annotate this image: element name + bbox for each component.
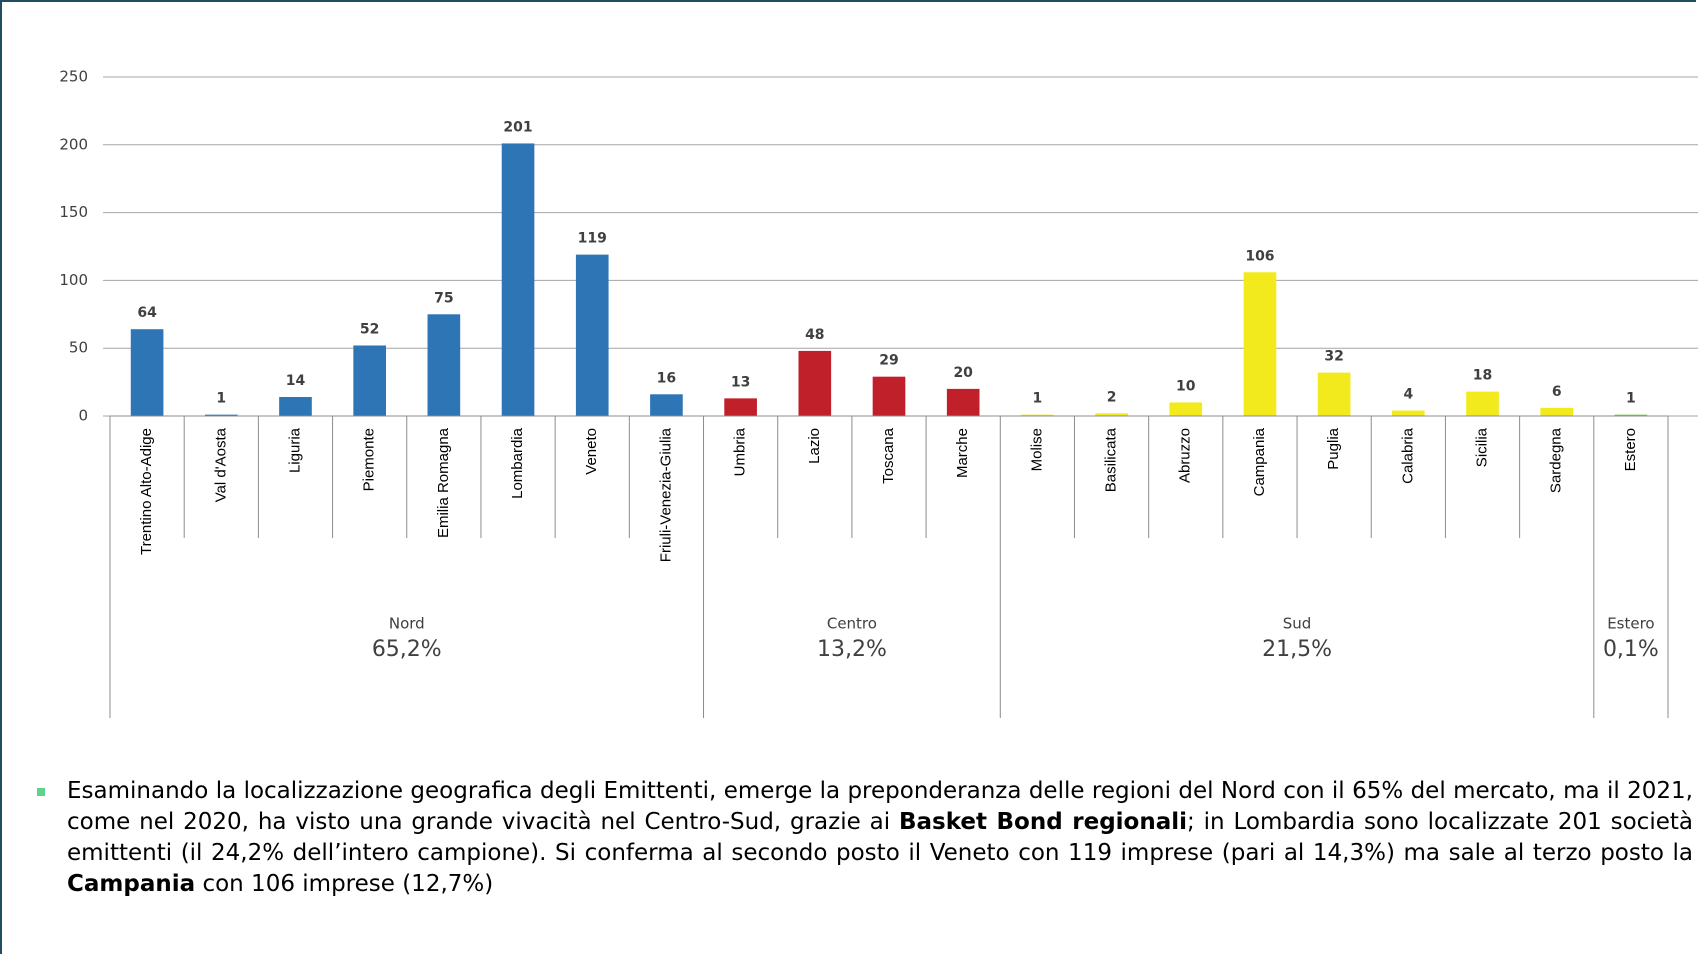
group-name: Sud: [1283, 615, 1312, 633]
value-label: 29: [879, 353, 898, 369]
x-tick-label: Calabria: [1399, 427, 1416, 484]
y-tick-label: 200: [59, 135, 88, 153]
bar: [1317, 372, 1351, 416]
value-label: 4: [1403, 387, 1413, 403]
note-text: ; in Lombardia sono localizzate 201 soci…: [67, 809, 1693, 866]
x-tick-label: Emilia Romagna: [435, 427, 452, 538]
bar: [204, 414, 238, 416]
y-tick-label: 0: [78, 407, 88, 425]
bar: [501, 143, 535, 416]
bar: [1392, 410, 1425, 416]
value-label: 13: [731, 374, 750, 390]
value-label: 201: [503, 119, 532, 135]
x-tick-label: Umbria: [732, 427, 749, 476]
y-tick-label: 100: [59, 271, 88, 289]
bar: [130, 329, 164, 416]
x-tick-label: Abruzzo: [1177, 428, 1194, 483]
x-tick-label: Estero: [1622, 428, 1639, 471]
bar: [575, 254, 609, 416]
bar: [279, 397, 312, 416]
bar: [1614, 414, 1648, 416]
value-label: 32: [1324, 349, 1343, 365]
value-label: 52: [360, 321, 379, 337]
bar: [724, 398, 757, 416]
bar: [1466, 391, 1499, 416]
note-text: con 106 imprese (12,7%): [195, 871, 494, 897]
value-label: 1: [1033, 391, 1043, 407]
x-tick-label: Lazio: [806, 428, 823, 464]
bar: [1540, 407, 1574, 416]
group-share: 0,1%: [1603, 637, 1659, 662]
bar: [427, 314, 461, 416]
note-bold: Campania: [67, 871, 196, 897]
note: Esaminando la localizzazione geografica …: [67, 776, 1693, 900]
bar: [872, 376, 906, 416]
bar: [946, 388, 980, 416]
x-tick-label: Sicilia: [1473, 427, 1490, 467]
note-text: Esaminando la localizzazione geografica …: [67, 778, 1693, 835]
value-label: 18: [1473, 368, 1492, 384]
value-label: 2: [1107, 389, 1117, 405]
value-label: 16: [657, 370, 676, 386]
x-tick-label: Puglia: [1325, 427, 1342, 469]
x-tick-label: Lombardia: [509, 427, 526, 499]
x-tick-label: Molise: [1028, 428, 1045, 471]
value-label: 48: [805, 327, 824, 343]
bar: [1169, 402, 1203, 416]
group-name: Centro: [827, 615, 877, 633]
group-share: 65,2%: [372, 637, 442, 662]
note-bold: Basket Bond regionali: [898, 809, 1188, 835]
x-tick-label: Veneto: [583, 428, 600, 475]
value-label: 64: [137, 305, 157, 321]
x-tick-label: Friuli-Venezia-Giulia: [657, 427, 674, 562]
x-tick-label: Trentino Alto-Adige: [138, 428, 155, 555]
value-label: 14: [286, 373, 306, 389]
group-share: 13,2%: [817, 637, 887, 662]
bullet: [37, 788, 45, 796]
bar: [1021, 414, 1054, 416]
x-tick-label: Campania: [1251, 427, 1268, 496]
bar: [798, 350, 832, 416]
value-label: 1: [216, 391, 226, 407]
y-tick-label: 250: [59, 68, 88, 86]
group-share: 21,5%: [1262, 637, 1332, 662]
value-label: 6: [1552, 384, 1562, 400]
value-label: 10: [1176, 378, 1196, 394]
x-tick-label: Liguria: [286, 427, 303, 473]
x-tick-label: Basilicata: [1103, 427, 1120, 492]
bar: [1243, 272, 1277, 416]
value-label: 106: [1245, 248, 1274, 264]
bar: [353, 345, 386, 416]
value-label: 1: [1626, 391, 1636, 407]
x-tick-label: Sardegna: [1548, 427, 1565, 493]
value-label: 75: [434, 290, 453, 306]
value-label: 119: [578, 231, 607, 247]
x-tick-label: Val d'Aosta: [212, 427, 229, 502]
x-tick-label: Piemonte: [361, 428, 378, 491]
value-label: 20: [953, 365, 973, 381]
x-tick-label: Marche: [954, 428, 971, 478]
bar: [650, 394, 683, 416]
x-tick-label: Toscana: [880, 427, 897, 484]
group-name: Estero: [1607, 615, 1654, 633]
group-name: Nord: [389, 615, 425, 633]
y-tick-label: 150: [59, 203, 88, 221]
y-tick-label: 50: [69, 339, 88, 357]
bar: [1095, 413, 1128, 416]
